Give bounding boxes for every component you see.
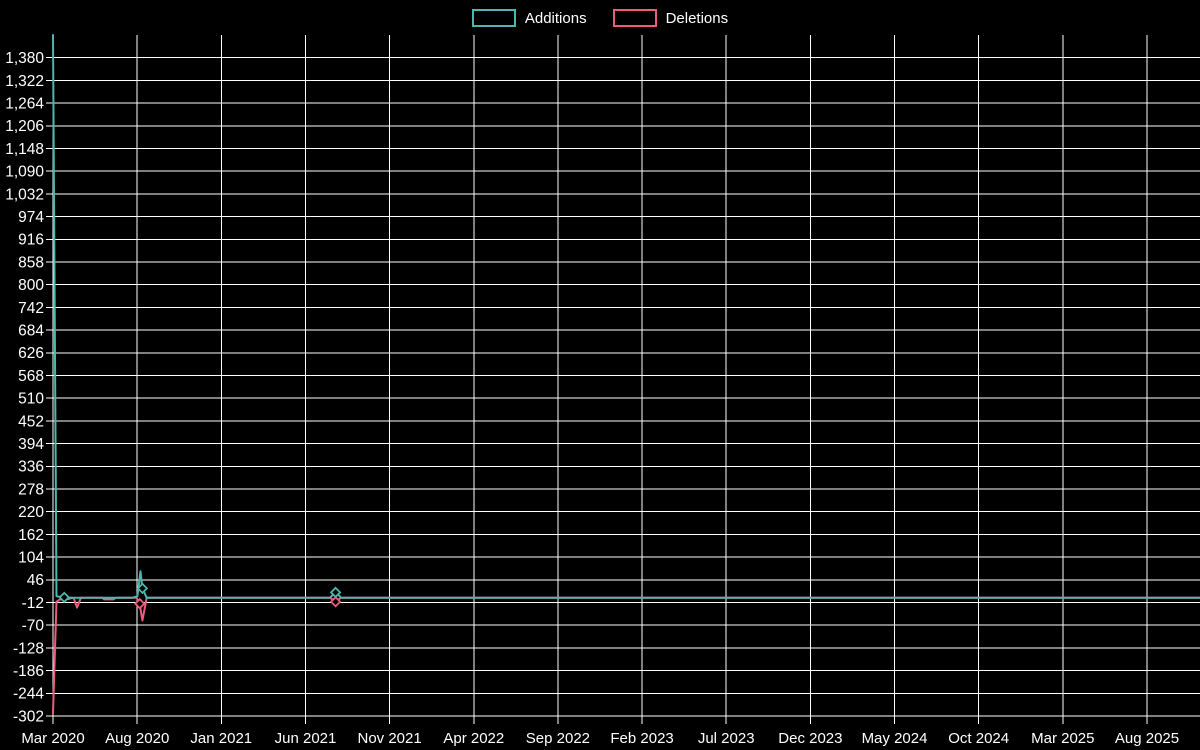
svg-text:336: 336 <box>18 459 44 476</box>
additions-marker-diamond-icon <box>329 586 342 599</box>
additions-marker-diamond-icon <box>58 591 70 604</box>
svg-text:162: 162 <box>18 527 44 544</box>
svg-text:46: 46 <box>27 572 44 589</box>
svg-text:858: 858 <box>18 254 44 271</box>
additions-marker-diamond-icon <box>136 582 149 595</box>
svg-text:684: 684 <box>18 323 44 340</box>
svg-text:Jun 2021: Jun 2021 <box>275 730 337 747</box>
x-axis-labels: Mar 2020 Aug 2020 Jan 2021 Jun 2021 Nov 2021… <box>21 730 1179 747</box>
svg-text:1,032: 1,032 <box>5 186 44 203</box>
svg-text:-302: -302 <box>13 708 44 725</box>
legend-label-deletions: Deletions <box>665 9 729 27</box>
legend-item-additions[interactable]: Additions <box>471 9 587 27</box>
additions-series <box>52 34 1200 604</box>
svg-text:Oct 2024: Oct 2024 <box>948 730 1009 747</box>
svg-text:Nov 2021: Nov 2021 <box>357 730 421 747</box>
svg-text:510: 510 <box>18 391 44 408</box>
svg-text:Jan 2021: Jan 2021 <box>190 730 252 747</box>
svg-text:104: 104 <box>18 550 44 567</box>
svg-text:220: 220 <box>18 504 44 521</box>
svg-text:394: 394 <box>18 436 44 453</box>
svg-text:Apr 2022: Apr 2022 <box>443 730 504 747</box>
svg-text:800: 800 <box>18 277 44 294</box>
svg-text:1,322: 1,322 <box>5 73 44 90</box>
svg-text:Aug 2025: Aug 2025 <box>1115 730 1179 747</box>
svg-text:1,148: 1,148 <box>5 141 44 158</box>
svg-text:May 2024: May 2024 <box>862 730 928 747</box>
deletions-marker-diamond-icon <box>133 597 146 610</box>
svg-text:1,206: 1,206 <box>5 118 44 135</box>
svg-text:1,090: 1,090 <box>5 164 44 181</box>
svg-text:Sep 2022: Sep 2022 <box>526 730 590 747</box>
svg-text:Jul 2023: Jul 2023 <box>698 730 755 747</box>
svg-text:Aug 2020: Aug 2020 <box>105 730 169 747</box>
svg-text:278: 278 <box>18 481 44 498</box>
svg-text:Mar 2020: Mar 2020 <box>21 730 84 747</box>
svg-text:626: 626 <box>18 345 44 362</box>
gridlines <box>46 35 1200 724</box>
svg-text:452: 452 <box>18 413 44 430</box>
svg-text:-12: -12 <box>22 595 44 612</box>
svg-text:-186: -186 <box>13 663 44 680</box>
svg-text:-244: -244 <box>13 686 44 703</box>
legend-label-additions: Additions <box>524 9 587 27</box>
y-axis-labels: 1,380 1,322 1,264 1,206 1,148 1,090 1,032 974 91… <box>5 50 44 725</box>
legend-item-deletions[interactable]: Deletions <box>612 9 729 27</box>
additions-swatch-icon <box>471 9 516 27</box>
deletions-marker-diamond-icon <box>329 595 342 608</box>
svg-text:-70: -70 <box>22 618 45 635</box>
svg-text:Feb 2023: Feb 2023 <box>610 730 673 747</box>
deletions-swatch-icon <box>612 9 657 27</box>
svg-text:Mar 2025: Mar 2025 <box>1031 730 1094 747</box>
svg-text:568: 568 <box>18 368 44 385</box>
svg-text:974: 974 <box>18 209 44 226</box>
svg-text:1,264: 1,264 <box>5 96 44 113</box>
svg-text:1,380: 1,380 <box>5 50 44 67</box>
chart-legend: Additions Deletions <box>0 6 1200 30</box>
svg-text:Dec 2023: Dec 2023 <box>778 730 842 747</box>
svg-text:916: 916 <box>18 232 44 249</box>
svg-text:742: 742 <box>18 300 44 317</box>
svg-text:-128: -128 <box>13 640 44 657</box>
